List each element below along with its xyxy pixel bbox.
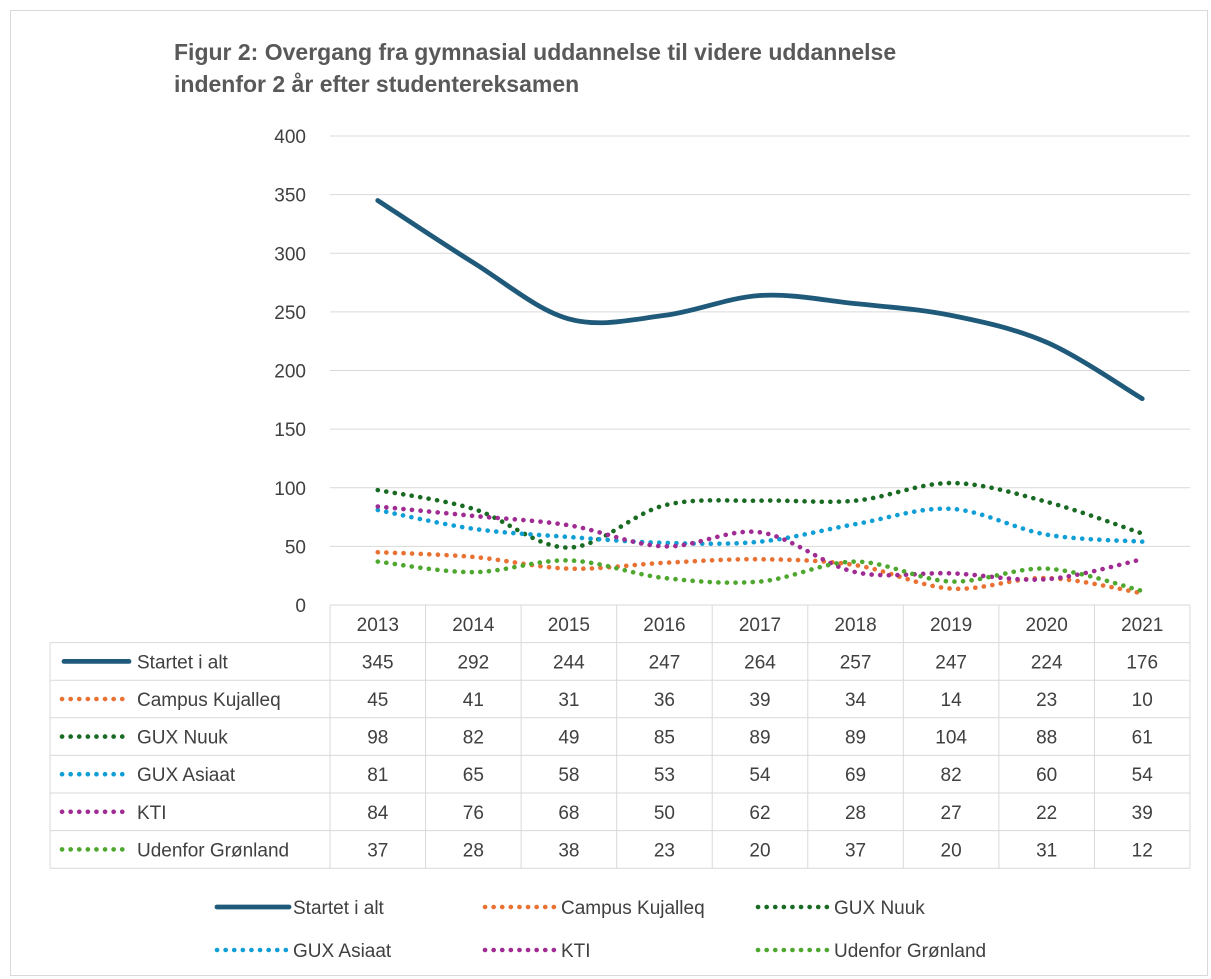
table-cell-startet-i-alt-2017: 264	[744, 652, 776, 673]
table-cell-kti-2017: 62	[749, 803, 770, 824]
x-tick-label-2020: 2020	[1026, 615, 1068, 636]
y-axis-tick-labels: 0 50 100 150 200 250 300 350 400	[274, 127, 306, 617]
gridlines	[330, 135, 1190, 547]
table-cell-udenfor-gronland-2021: 12	[1132, 840, 1153, 861]
table-cell-campus-kujalleq-2014: 41	[463, 690, 484, 711]
table-cell-campus-kujalleq-2019: 14	[941, 690, 963, 711]
table-cell-udenfor-gronland-2017: 20	[749, 840, 770, 861]
table-cell-startet-i-alt-2014: 292	[457, 652, 489, 673]
table-cell-kti-2014: 76	[463, 803, 484, 824]
y-tick-label-300: 300	[274, 244, 306, 265]
chart-title: Figur 2: Overgang fra gymnasial uddannel…	[174, 36, 1134, 100]
table-cell-gux-nuuk-2016: 85	[654, 728, 675, 749]
series-line-gux-asiaat	[375, 506, 1145, 547]
chart-title-line-2: indenfor 2 år efter studentereksamen	[174, 71, 580, 97]
table-cell-udenfor-gronland-2016: 23	[654, 840, 675, 861]
x-tick-label-2017: 2017	[739, 615, 781, 636]
table-cell-gux-asiaat-2015: 58	[558, 765, 579, 786]
legend-label-startet-i-alt: Startet i alt	[293, 898, 385, 919]
x-tick-label-2018: 2018	[834, 615, 876, 636]
table-cell-gux-nuuk-2018: 89	[845, 728, 866, 749]
table-cell-startet-i-alt-2019: 247	[935, 652, 967, 673]
table-cell-campus-kujalleq-2016: 36	[654, 690, 675, 711]
y-tick-label-50: 50	[285, 537, 306, 558]
table-row-label-gux-asiaat: GUX Asiaat	[137, 765, 236, 786]
table-cell-startet-i-alt-2013: 345	[362, 652, 394, 673]
table-cell-gux-nuuk-2021: 61	[1132, 728, 1153, 749]
y-tick-label-350: 350	[274, 186, 306, 207]
table-cell-kti-2020: 22	[1036, 803, 1057, 824]
series-lines	[375, 198, 1145, 596]
legend-label-udenfor-gronland: Udenfor Grønland	[834, 941, 986, 962]
x-tick-label-2016: 2016	[643, 615, 685, 636]
table-cell-campus-kujalleq-2020: 23	[1036, 690, 1057, 711]
y-tick-label-250: 250	[274, 303, 306, 324]
x-tick-label-2013: 2013	[357, 615, 399, 636]
table-cell-startet-i-alt-2016: 247	[649, 652, 681, 673]
table-cell-startet-i-alt-2018: 257	[840, 652, 872, 673]
table-cell-gux-nuuk-2020: 88	[1036, 728, 1057, 749]
table-cell-gux-asiaat-2020: 60	[1036, 765, 1057, 786]
data-table: 2013 2014 2015 2016 2017 2018 2019 2020 2021Star…	[49, 604, 1191, 869]
series-line-gux-nuuk	[375, 480, 1145, 550]
table-cell-gux-nuuk-2019: 104	[935, 728, 967, 749]
x-tick-label-2019: 2019	[930, 615, 972, 636]
x-tick-label-2015: 2015	[548, 615, 590, 636]
table-cell-gux-nuuk-2014: 82	[463, 728, 484, 749]
y-tick-label-200: 200	[274, 362, 306, 383]
series-line-udenfor-gronland	[375, 558, 1145, 594]
table-row-label-gux-nuuk: GUX Nuuk	[137, 728, 228, 749]
table-row-label-kti: KTI	[137, 803, 167, 824]
table-cell-kti-2021: 39	[1132, 803, 1153, 824]
legend-label-kti: KTI	[561, 941, 591, 962]
table-cell-kti-2013: 84	[367, 803, 389, 824]
x-tick-label-2021: 2021	[1121, 615, 1163, 636]
table-cell-startet-i-alt-2020: 224	[1031, 652, 1063, 673]
table-cell-gux-nuuk-2015: 49	[558, 728, 579, 749]
y-tick-label-400: 400	[274, 127, 306, 148]
table-cell-campus-kujalleq-2021: 10	[1132, 690, 1153, 711]
table-row-label-startet-i-alt: Startet i alt	[137, 652, 229, 673]
table-cell-kti-2015: 68	[558, 803, 579, 824]
legend: Startet i alt Campus Kujalleq GUX Nuuk GUX …	[214, 898, 986, 962]
table-cell-startet-i-alt-2015: 244	[553, 652, 585, 673]
table-cell-gux-asiaat-2018: 69	[845, 765, 866, 786]
table-cell-gux-asiaat-2021: 54	[1132, 765, 1154, 786]
y-tick-label-100: 100	[274, 479, 306, 500]
table-cell-gux-asiaat-2013: 81	[367, 765, 388, 786]
table-cell-udenfor-gronland-2018: 37	[845, 840, 866, 861]
table-cell-campus-kujalleq-2015: 31	[558, 690, 579, 711]
table-cell-kti-2016: 50	[654, 803, 675, 824]
legend-label-campus-kujalleq: Campus Kujalleq	[561, 898, 705, 919]
table-row-label-campus-kujalleq: Campus Kujalleq	[137, 690, 281, 711]
table-cell-startet-i-alt-2021: 176	[1126, 652, 1158, 673]
table-cell-gux-nuuk-2013: 98	[367, 728, 388, 749]
chart-title-line-1: Figur 2: Overgang fra gymnasial uddannel…	[174, 39, 897, 65]
legend-label-gux-nuuk: GUX Nuuk	[834, 898, 925, 919]
table-cell-udenfor-gronland-2020: 31	[1036, 840, 1057, 861]
table-cell-gux-asiaat-2014: 65	[463, 765, 484, 786]
table-cell-campus-kujalleq-2017: 39	[749, 690, 770, 711]
table-cell-campus-kujalleq-2018: 34	[845, 690, 867, 711]
series-line-kti	[375, 504, 1145, 582]
table-cell-kti-2018: 28	[845, 803, 866, 824]
table-row-label-udenfor-gronland: Udenfor Grønland	[137, 840, 289, 861]
table-cell-udenfor-gronland-2014: 28	[463, 840, 484, 861]
table-cell-kti-2019: 27	[941, 803, 962, 824]
table-cell-gux-asiaat-2017: 54	[749, 765, 771, 786]
y-tick-label-150: 150	[274, 420, 306, 441]
series-line-startet-i-alt	[375, 198, 1145, 402]
table-cell-udenfor-gronland-2019: 20	[941, 840, 962, 861]
table-cell-campus-kujalleq-2013: 45	[367, 690, 388, 711]
table-cell-gux-asiaat-2016: 53	[654, 765, 675, 786]
table-cell-gux-asiaat-2019: 82	[941, 765, 962, 786]
x-tick-label-2014: 2014	[452, 615, 495, 636]
table-cell-udenfor-gronland-2015: 38	[558, 840, 579, 861]
y-tick-label-0: 0	[295, 596, 306, 617]
table-cell-udenfor-gronland-2013: 37	[367, 840, 388, 861]
series-line-campus-kujalleq	[375, 549, 1145, 596]
legend-label-gux-asiaat: GUX Asiaat	[293, 941, 392, 962]
table-cell-gux-nuuk-2017: 89	[749, 728, 770, 749]
